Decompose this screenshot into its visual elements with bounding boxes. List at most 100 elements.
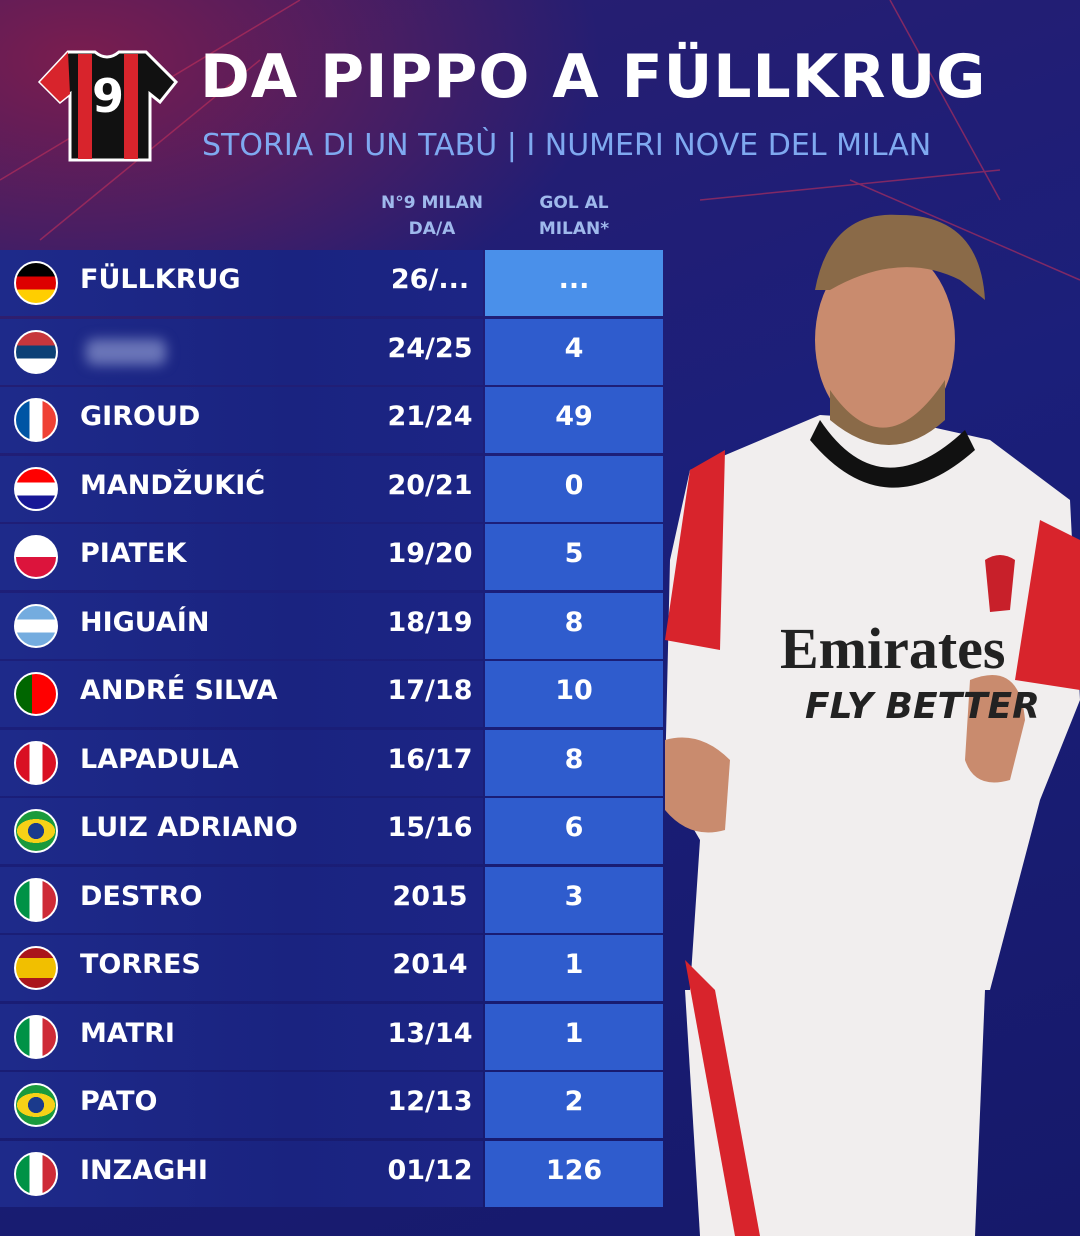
goals: 8 (564, 743, 584, 775)
flag (14, 603, 58, 648)
player-name: TORRES (80, 949, 201, 980)
goals-cell (485, 318, 663, 385)
table-row: HIGUAÍN 18/19 8 (0, 592, 664, 659)
column-header: GOL AL MILAN* (504, 190, 644, 242)
flag (14, 535, 58, 579)
player-photo: Emirates FLY BETTER (665, 214, 1080, 1236)
row-background (0, 1072, 483, 1138)
years: 2014 (392, 949, 468, 980)
player-name: ANDRÉ SILVA (80, 675, 278, 706)
goals: 6 (564, 812, 584, 843)
player-name: MATRI (80, 1017, 175, 1049)
player-name: FÜLLKRUG (80, 264, 241, 295)
table-row: 24/25 4 (0, 318, 664, 385)
row-background (0, 866, 483, 933)
subtitle: STORIA DI UN TABÙ | I NUMERI NOVE DEL MI… (202, 128, 932, 163)
flag (14, 946, 58, 990)
jersey-number: 9 (92, 69, 124, 123)
goals: ... (558, 264, 590, 295)
goals: 3 (564, 880, 584, 912)
player-name: HIGUAÍN (80, 606, 210, 638)
years: 19/20 (387, 538, 473, 569)
table-row: TORRES 2014 1 (0, 935, 664, 1001)
table-row: PIATEK 19/20 5 (0, 524, 664, 590)
years: 2015 (392, 880, 468, 912)
goals: 126 (545, 1154, 603, 1186)
goals: 0 (564, 469, 584, 501)
years: 21/24 (387, 401, 473, 432)
table-row: INZAGHI 01/12 126 (0, 1140, 664, 1207)
goals-cell (485, 866, 663, 933)
blurred-name (86, 338, 166, 365)
goals-cell (485, 798, 663, 864)
table-row: ANDRÉ SILVA 17/18 10 (0, 661, 664, 727)
column-header-line: MILAN* (538, 219, 610, 239)
flag (14, 672, 58, 716)
row-background (0, 661, 483, 727)
years: 12/13 (387, 1086, 473, 1117)
svg-text:Emirates: Emirates (780, 616, 1006, 681)
goals-cell (485, 1003, 663, 1070)
player-name: LAPADULA (80, 743, 239, 775)
goals-cell (485, 250, 663, 316)
goals: 5 (564, 538, 584, 569)
column-header: N°9 MILAN DA/A (362, 190, 502, 242)
goals: 8 (564, 606, 584, 638)
years: 17/18 (387, 675, 473, 706)
years: 16/17 (387, 743, 473, 775)
flag (14, 398, 58, 442)
row-background (0, 250, 483, 316)
table-row: MANDŽUKIĆ 20/21 0 (0, 455, 664, 522)
flag (14, 1014, 58, 1059)
row-background (0, 798, 483, 864)
table-row: DESTRO 2015 3 (0, 866, 664, 933)
row-background (0, 387, 483, 453)
goals: 10 (555, 675, 593, 706)
flag (14, 1151, 58, 1196)
row-background (0, 318, 483, 385)
flag (14, 877, 58, 922)
goals-cell (485, 661, 663, 727)
player-name: PIATEK (80, 538, 187, 569)
years: 13/14 (387, 1017, 473, 1049)
years: 01/12 (387, 1154, 473, 1186)
years: 18/19 (387, 606, 473, 638)
player-name: DESTRO (80, 880, 203, 912)
row-background (0, 592, 483, 659)
table-row: PATO 12/13 2 (0, 1072, 664, 1138)
goals-cell (485, 524, 663, 590)
player-name: MANDŽUKIĆ (80, 469, 266, 501)
player-name: LUIZ ADRIANO (80, 812, 298, 843)
flag (14, 329, 58, 374)
flag (14, 1083, 58, 1127)
table-row: FÜLLKRUG 26/...... (0, 250, 664, 316)
player-name: PATO (80, 1086, 158, 1117)
title: DA PIPPO A FÜLLKRUG (200, 42, 987, 112)
svg-text:FLY BETTER: FLY BETTER (805, 686, 1040, 727)
years: 15/16 (387, 812, 473, 843)
years: 20/21 (387, 469, 473, 501)
column-header-line: GOL AL (539, 193, 609, 213)
goals-cell (485, 935, 663, 1001)
flag (14, 740, 58, 785)
flag (14, 809, 58, 853)
goals: 4 (564, 332, 584, 364)
years: 24/25 (387, 332, 473, 364)
row-background (0, 455, 483, 522)
goals: 49 (555, 401, 593, 432)
goals-cell (485, 592, 663, 659)
goals-cell (485, 1140, 663, 1207)
goals-cell (485, 729, 663, 796)
goals-cell (485, 387, 663, 453)
goals: 1 (564, 1017, 584, 1049)
column-header-line: DA/A (408, 219, 456, 239)
flag (14, 261, 58, 305)
flag (14, 466, 58, 511)
row-background (0, 1003, 483, 1070)
player-name: INZAGHI (80, 1154, 208, 1186)
table-row: LUIZ ADRIANO 15/16 6 (0, 798, 664, 864)
goals: 2 (564, 1086, 584, 1117)
